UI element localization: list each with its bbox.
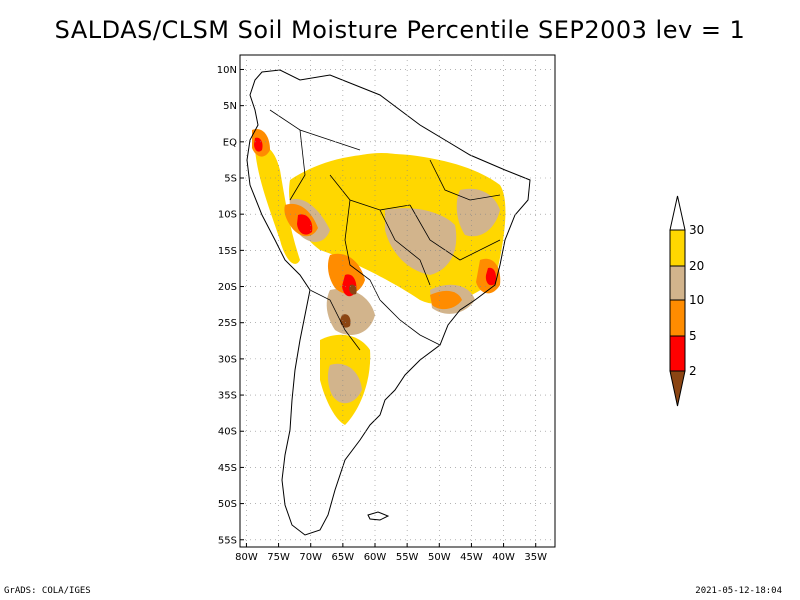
colorbar-2-5	[669, 335, 686, 372]
percentile-shading	[252, 129, 506, 425]
shade-yellow-amazon	[345, 153, 430, 192]
lon-tick-label: 65W	[332, 552, 355, 563]
gridlines	[240, 55, 555, 547]
shade-tan-pampa	[327, 363, 362, 404]
shade-tan-east	[456, 188, 500, 237]
lat-tick-label: 10S	[218, 210, 237, 221]
lat-tick-label: 25S	[218, 318, 237, 329]
latitude-labels: 10N 5N EQ 5S 10S 15S 20S 25S 30S 35S 40S 45S 50S 55S	[217, 65, 244, 546]
lat-tick-label: 5N	[223, 101, 237, 112]
lon-tick-label: 40W	[492, 552, 515, 563]
colorbar-boxes	[669, 195, 686, 407]
lon-tick-label: 45W	[460, 552, 483, 563]
lon-tick-label: 50W	[428, 552, 451, 563]
lat-tick-label: 50S	[218, 499, 237, 510]
lat-tick-label: 30S	[218, 354, 237, 365]
shade-red-ecuador	[254, 137, 263, 152]
colorbar-20-30	[669, 229, 686, 267]
plot-frame	[239, 54, 556, 548]
country-borders	[269, 109, 501, 351]
colorbar-level-label: 2	[689, 364, 697, 378]
shade-red-east	[485, 267, 497, 286]
lon-tick-label: 80W	[235, 552, 258, 563]
colorbar-level-label: 30	[689, 223, 704, 237]
shade-brown-andes	[349, 284, 357, 295]
lat-tick-label: 35S	[218, 391, 237, 402]
footer-credit: GrADS: COLA/IGES	[4, 586, 91, 596]
shade-yellow-west	[255, 146, 300, 264]
lat-tick-label: 10N	[217, 65, 237, 76]
footer-timestamp: 2021-05-12-18:04	[695, 586, 782, 596]
shade-brown-chaco	[340, 314, 351, 328]
lon-tick-label: 75W	[267, 552, 290, 563]
lat-tick-label: 40S	[218, 427, 237, 438]
lon-tick-label: 60W	[364, 552, 387, 563]
shade-tan-central	[385, 208, 457, 275]
map-title: SALDAS/CLSM Soil Moisture Percentile SEP…	[54, 16, 746, 44]
colorbar-below-2	[669, 370, 686, 407]
colorbar-level-label: 10	[689, 293, 704, 307]
shade-orange-se	[430, 290, 462, 310]
colorbar-5-10	[669, 299, 686, 337]
lat-tick-label: 55S	[218, 535, 237, 546]
lat-tick-label: 20S	[218, 282, 237, 293]
shade-red-peru	[297, 214, 313, 235]
colorbar-above-30	[669, 195, 686, 231]
colorbar-level-label: 5	[689, 329, 697, 343]
lat-tick-label: EQ	[223, 137, 237, 148]
lon-tick-label: 70W	[299, 552, 322, 563]
lon-tick-label: 55W	[396, 552, 419, 563]
lat-tick-label: 5S	[224, 174, 237, 185]
longitude-labels: 80W 75W 70W 65W 60W 55W 50W 45W 40W 35W	[235, 543, 547, 563]
lon-tick-label: 35W	[524, 552, 547, 563]
lat-tick-label: 15S	[218, 246, 237, 257]
falkland-islands	[367, 511, 390, 521]
shade-tan-chaco	[326, 288, 375, 335]
colorbar-labels: 2 5 10 20 30	[689, 223, 704, 378]
lat-tick-label: 45S	[218, 463, 237, 474]
colorbar-10-20	[669, 265, 686, 301]
south-america-coastline	[246, 69, 531, 536]
colorbar-level-label: 20	[689, 259, 704, 273]
